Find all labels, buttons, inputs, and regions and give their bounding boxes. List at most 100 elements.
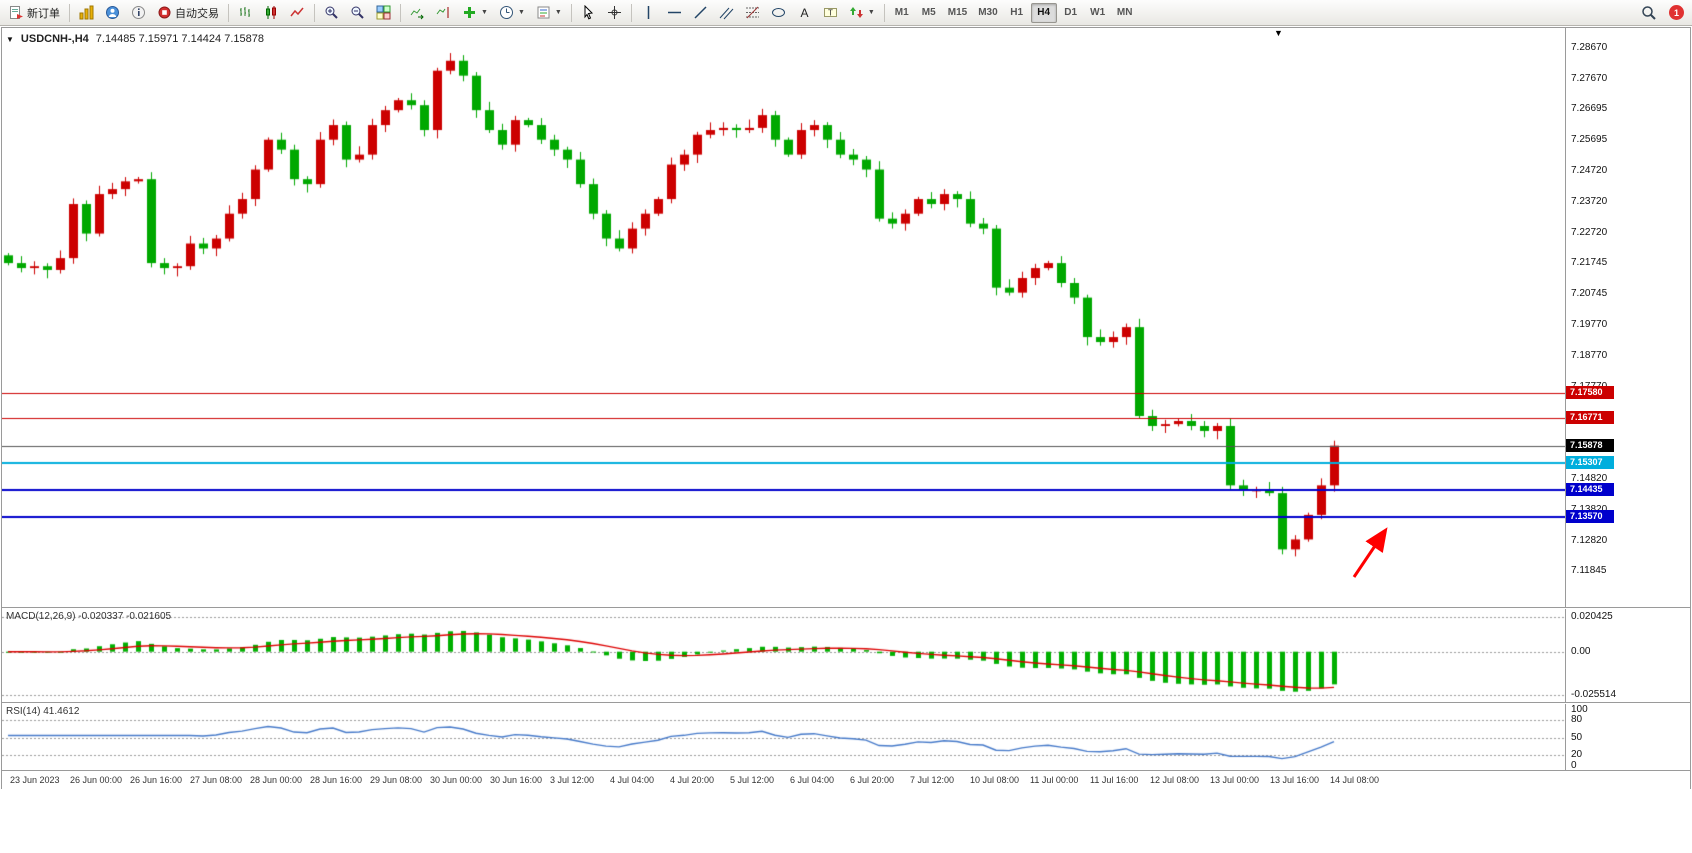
- horizontal-line-button[interactable]: [662, 2, 687, 24]
- price-chart-canvas[interactable]: [2, 28, 1565, 608]
- time-axis: 23 Jun 2023 26 Jun 00:00 26 Jun 16:00 27 Ju…: [2, 772, 1690, 789]
- new-chart-button[interactable]: [74, 2, 99, 24]
- chart-window: ▼ USDCNH-,H4 7.14485 7.15971 7.14424 7.1…: [1, 27, 1691, 789]
- trendline-button[interactable]: [688, 2, 713, 24]
- time-axis-label: 28 Jun 16:00: [310, 775, 363, 785]
- price-axis-tick: 7.12820: [1571, 534, 1608, 546]
- price-axis-tick: 7.21745: [1571, 257, 1608, 269]
- rsi-pane: RSI(14) 41.4612 100 80 50 20 0: [2, 704, 1690, 771]
- profiles-button[interactable]: [100, 2, 125, 24]
- timeframe-button-h1[interactable]: H1: [1010, 7, 1024, 18]
- vertical-line-icon: [641, 5, 656, 20]
- timeframe-button-w1[interactable]: W1: [1090, 7, 1106, 18]
- timeframe-button-m15[interactable]: M15: [947, 7, 968, 18]
- bar-chart-button[interactable]: [233, 2, 258, 24]
- price-axis-tick: 7.13820: [1571, 503, 1608, 515]
- crosshair-icon: [607, 5, 622, 20]
- zoom-out-button[interactable]: [345, 2, 370, 24]
- new-order-button[interactable]: 新订单: [4, 2, 65, 24]
- macd-chart-canvas[interactable]: [2, 609, 1565, 703]
- autotrading-button[interactable]: 自动交易: [152, 2, 224, 24]
- macd-pane: MACD(12,26,9) -0.020337 -0.021605 0.0204…: [2, 609, 1690, 703]
- text-icon: A: [797, 5, 812, 20]
- price-line-tag: 7.14435: [1566, 483, 1614, 497]
- price-axis: 7.28670 7.27670 7.26695 7.25695 7.24720 7.237…: [1565, 28, 1690, 607]
- zoom-in-button[interactable]: [319, 2, 344, 24]
- time-axis-label: 11 Jul 16:00: [1090, 775, 1139, 785]
- tile-windows-button[interactable]: [371, 2, 396, 24]
- timeframe-button-m5[interactable]: M5: [921, 7, 936, 18]
- timeframe-button-d1[interactable]: D1: [1064, 7, 1078, 18]
- timeframe-group: M1 M5 M15 M30 H1 H4 D1 W1 MN: [889, 2, 1138, 23]
- price-axis-tick: 7.27670: [1571, 73, 1608, 85]
- time-axis-label: 12 Jul 08:00: [1150, 775, 1200, 785]
- data-window-button[interactable]: [126, 2, 151, 24]
- zoom-in-icon: [324, 5, 339, 20]
- svg-text:T: T: [828, 9, 833, 18]
- bar-chart-icon: [238, 5, 253, 20]
- chart-shift-marker-icon[interactable]: ▼: [1274, 28, 1283, 38]
- timeframe-button-m30[interactable]: M30: [978, 7, 998, 18]
- time-axis-label: 7 Jul 12:00: [910, 775, 955, 785]
- timeframe-button-mn[interactable]: MN: [1116, 7, 1133, 18]
- shapes-button[interactable]: [766, 2, 791, 24]
- price-line-tag: 7.15878: [1566, 438, 1614, 452]
- templates-button[interactable]: ▼: [531, 2, 567, 24]
- rsi-axis: 100 80 50 20 0: [1565, 704, 1690, 771]
- autotrading-label: 自动交易: [175, 7, 219, 20]
- timeframe-button-h4[interactable]: H4: [1030, 2, 1057, 23]
- auto-scroll-icon: [410, 5, 425, 20]
- template-icon: [536, 5, 551, 20]
- time-axis-label: 13 Jul 16:00: [1270, 775, 1320, 785]
- fibonacci-button[interactable]: [740, 2, 765, 24]
- ohlc-values-text: 7.14485 7.15971 7.14424 7.15878: [95, 33, 264, 45]
- arrows-button[interactable]: ▼: [844, 2, 880, 24]
- time-axis-label: 14 Jul 08:00: [1330, 775, 1380, 785]
- arrow-annotation[interactable]: [1347, 520, 1399, 589]
- macd-axis-tick: -0.025514: [1571, 689, 1617, 700]
- notification-badge[interactable]: 1: [1669, 5, 1684, 20]
- indicators-plus-icon: [462, 5, 477, 20]
- line-chart-button[interactable]: [285, 2, 310, 24]
- clock-icon: [499, 5, 514, 20]
- main-toolbar: 新订单 自动交易: [0, 0, 1692, 26]
- time-axis-label: 6 Jul 20:00: [850, 775, 895, 785]
- vertical-line-button[interactable]: [636, 2, 661, 24]
- macd-label: MACD(12,26,9) -0.020337 -0.021605: [6, 611, 172, 622]
- trendline-icon: [693, 5, 708, 20]
- text-button[interactable]: A: [792, 2, 817, 24]
- search-button[interactable]: [1636, 2, 1662, 24]
- time-axis-label: 4 Jul 20:00: [670, 775, 715, 785]
- indicators-button[interactable]: ▼: [457, 2, 493, 24]
- one-click-trading-toggle-icon[interactable]: ▼: [6, 34, 14, 44]
- candlestick-chart-button[interactable]: [259, 2, 284, 24]
- timeframe-button-m1[interactable]: M1: [894, 7, 909, 18]
- autotrading-icon: [157, 5, 172, 20]
- time-axis-label: 6 Jul 04:00: [790, 775, 835, 785]
- price-line-tag: 7.17580: [1566, 385, 1614, 399]
- price-axis-tick: 7.14820: [1571, 472, 1608, 484]
- toolbar-separator: [570, 3, 572, 22]
- time-axis-label: 11 Jul 00:00: [1030, 775, 1079, 785]
- rsi-chart-canvas[interactable]: [2, 704, 1565, 771]
- cursor-button[interactable]: [576, 2, 601, 24]
- crosshair-button[interactable]: [602, 2, 627, 24]
- text-label-button[interactable]: T: [818, 2, 843, 24]
- rsi-axis-tick: 80: [1571, 714, 1583, 726]
- time-axis-label: 28 Jun 00:00: [250, 775, 303, 785]
- price-line-tag: 7.13570: [1566, 510, 1614, 524]
- zoom-out-icon: [350, 5, 365, 20]
- auto-scroll-button[interactable]: [405, 2, 430, 24]
- price-axis-tick: 7.18770: [1571, 349, 1608, 361]
- price-line-tag: 7.16771: [1566, 410, 1614, 424]
- line-chart-icon: [290, 5, 305, 20]
- gold-bars-chart-icon: [79, 5, 94, 20]
- periods-button[interactable]: ▼: [494, 2, 530, 24]
- toolbar-separator: [630, 3, 632, 22]
- channel-button[interactable]: [714, 2, 739, 24]
- time-axis-label: 10 Jul 08:00: [970, 775, 1020, 785]
- time-axis-label: 30 Jun 16:00: [490, 775, 543, 785]
- price-line-tag: 7.15307: [1566, 456, 1614, 470]
- rsi-axis-tick: 50: [1571, 731, 1583, 743]
- chart-shift-button[interactable]: [431, 2, 456, 24]
